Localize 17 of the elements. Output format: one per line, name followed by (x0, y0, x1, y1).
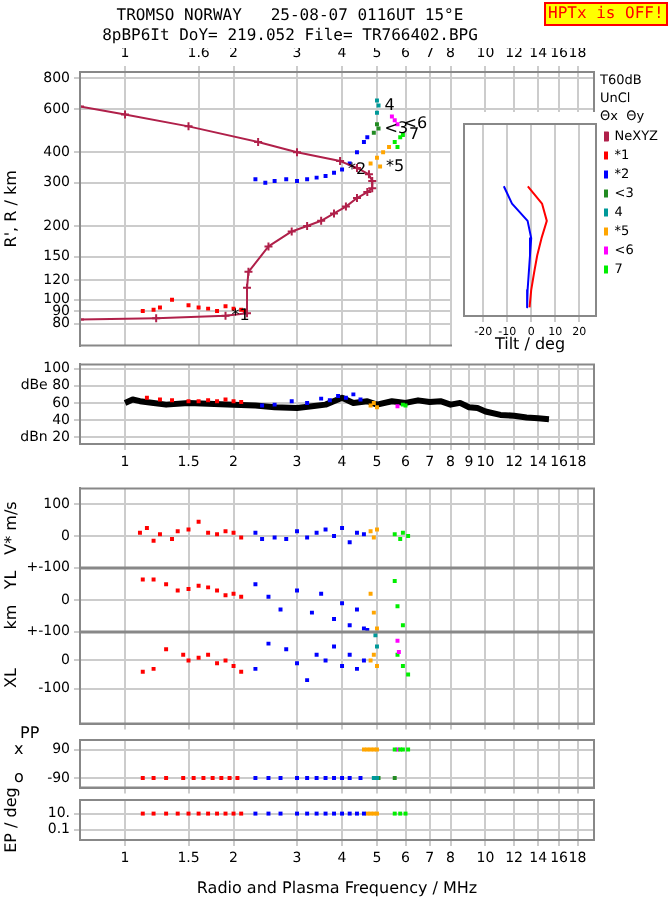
text: o (14, 768, 24, 787)
text: x (14, 739, 24, 758)
y-axis-title: XL (1, 666, 20, 688)
y-axis-title: km YL (1, 569, 20, 630)
chart-title: TROMSO NORWAY 25-08-07 0116UT 15°E (116, 6, 464, 24)
x-axis-title: Tilt / deg (492, 334, 566, 353)
y-axis-title: EP / deg (1, 787, 20, 853)
x-axis-title: Radio and Plasma Frequency / MHz (196, 878, 478, 897)
annotation: <3 (384, 118, 409, 137)
y-axis-title: V* m/s (1, 501, 20, 555)
y-axis-title: R', R / km (1, 169, 20, 248)
text: HPTx is OFF! (544, 2, 668, 26)
text: PP (20, 724, 40, 743)
chart-subtitle: 8pBP6It DoY= 219.052 File= TR766402.BPG (100, 26, 480, 46)
annotation: *5 (386, 156, 405, 175)
annotation: 4 (384, 95, 395, 114)
annotation: 7 (408, 125, 420, 144)
